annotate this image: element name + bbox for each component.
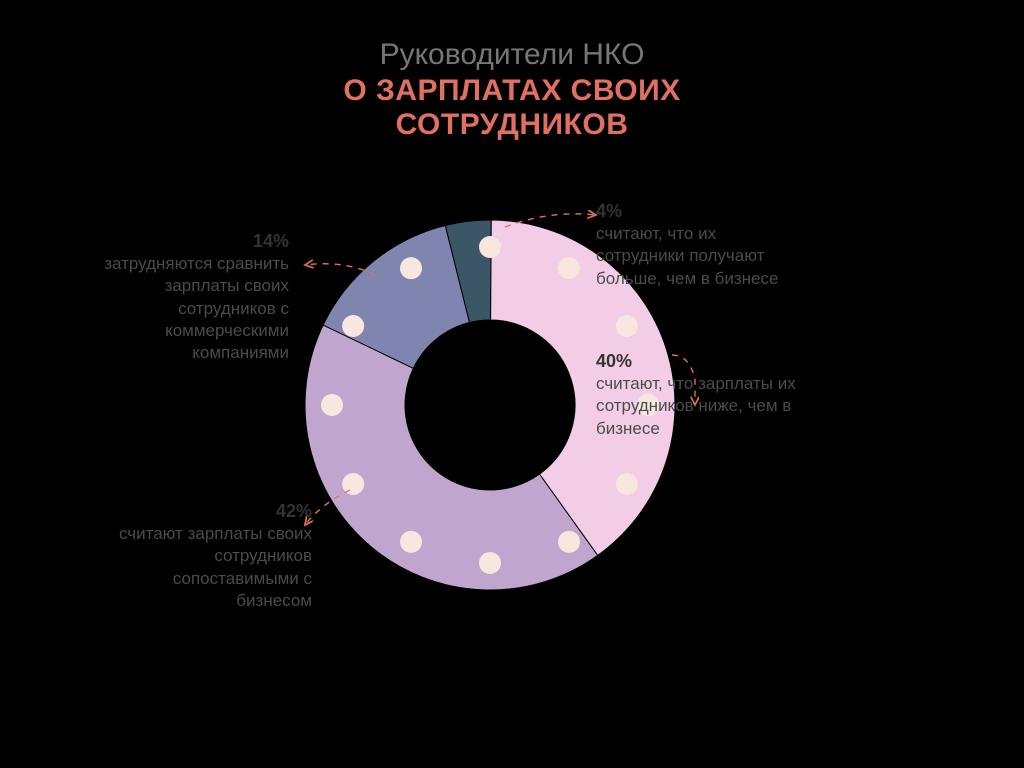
segment-pct-3: 14% <box>74 230 289 253</box>
donut-dot-icon <box>400 257 422 279</box>
title-line-2: О ЗАРПЛАТАХ СВОИХ <box>0 74 1024 108</box>
segment-label-2: 42%считают зарплаты своих сотрудников со… <box>94 500 312 612</box>
donut-dot-icon <box>616 315 638 337</box>
segment-pct-0: 4% <box>596 200 806 223</box>
donut-segment-2 <box>305 325 598 590</box>
segment-text-0: считают, что их сотрудники получают боль… <box>596 223 806 289</box>
donut-dot-icon <box>479 552 501 574</box>
donut-dot-icon <box>616 473 638 495</box>
segment-pct-2: 42% <box>94 500 312 523</box>
donut-dot-icon <box>321 394 343 416</box>
segment-label-1: 40%считают, что зарплаты их сотрудников … <box>596 350 796 440</box>
segment-text-1: считают, что зарплаты их сотрудников ниж… <box>596 373 796 439</box>
donut-dot-icon <box>400 531 422 553</box>
segment-text-2: считают зарплаты своих сотрудников сопос… <box>94 523 312 611</box>
donut-dot-icon <box>558 257 580 279</box>
chart-title: Руководители НКО О ЗАРПЛАТАХ СВОИХ СОТРУ… <box>0 38 1024 142</box>
donut-dot-icon <box>479 236 501 258</box>
segment-pct-1: 40% <box>596 350 796 373</box>
segment-text-3: затрудняются сравнить зарплаты своих сот… <box>74 253 289 363</box>
segment-label-0: 4%считают, что их сотрудники получают бо… <box>596 200 806 290</box>
title-line-3: СОТРУДНИКОВ <box>0 108 1024 142</box>
segment-label-3: 14%затрудняются сравнить зарплаты своих … <box>74 230 289 364</box>
donut-dot-icon <box>558 531 580 553</box>
donut-dot-icon <box>342 315 364 337</box>
title-line-1: Руководители НКО <box>0 38 1024 72</box>
